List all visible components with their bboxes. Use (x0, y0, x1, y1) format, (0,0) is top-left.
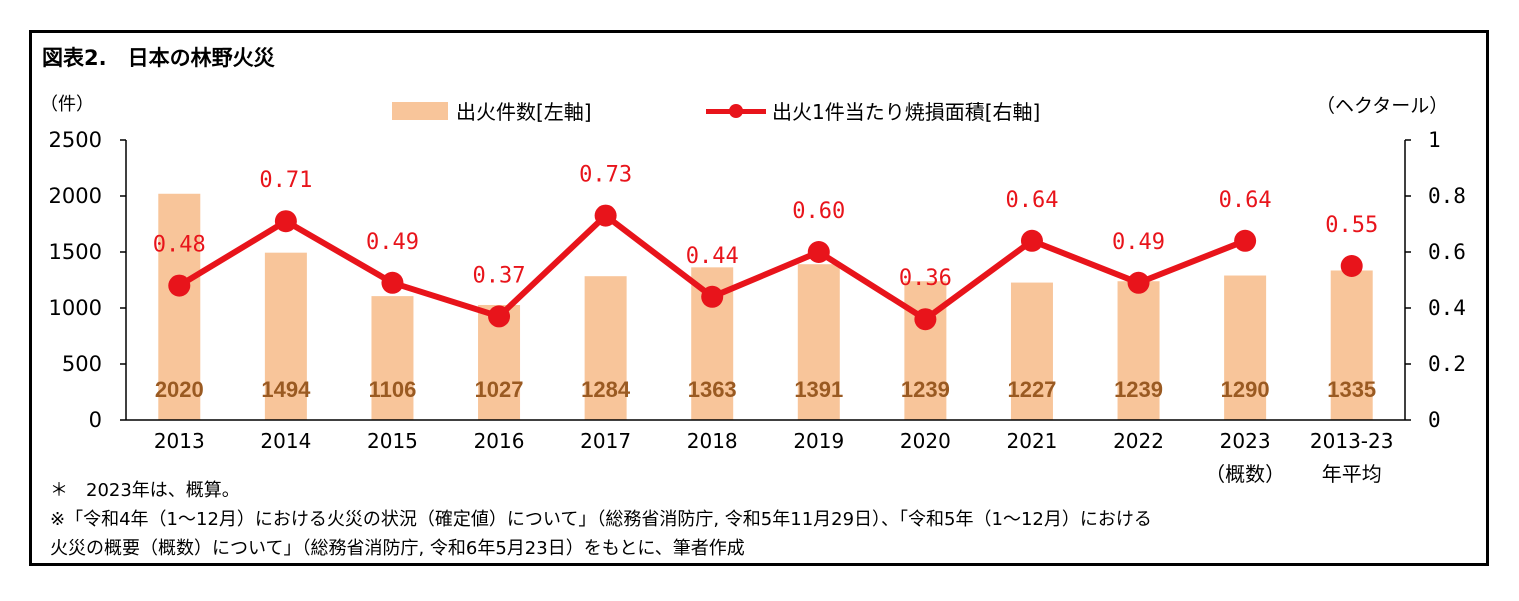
bar-value-label: 1239 (1114, 377, 1163, 402)
line-point (1234, 229, 1257, 252)
line-point (594, 204, 617, 227)
bar (264, 252, 307, 420)
x-tick-label: 2019 (793, 429, 844, 453)
bar-value-label: 1363 (688, 377, 737, 402)
bar (1010, 282, 1053, 420)
left-tick-label: 0 (89, 408, 102, 432)
legend-line-swatch (706, 101, 766, 121)
chart-frame (29, 30, 1489, 566)
line-value-label: 0.64 (1219, 188, 1272, 213)
bar-value-label: 1290 (1221, 377, 1270, 402)
right-axis-unit: （ヘクタール） (1316, 95, 1449, 117)
legend-bar-swatch (392, 101, 448, 120)
line-point (1127, 271, 1150, 294)
line-value-label: 0.48 (153, 233, 206, 258)
line-point (701, 285, 724, 308)
line-value-label: 0.44 (686, 244, 739, 269)
bar (904, 281, 947, 420)
bar (797, 264, 840, 420)
legend-line-label: 出火1件当たり焼損面積[右軸] (772, 100, 1041, 124)
line-point (274, 210, 297, 233)
bar-value-label: 1284 (581, 377, 631, 402)
legend-item-bar: 出火件数[左軸] (392, 96, 592, 125)
line-value-label: 0.37 (473, 263, 526, 288)
note-line: 火災の概要（概数）について」（総務省消防庁, 令和6年5月23日）をもとに、筆者… (50, 538, 745, 559)
bar (1330, 270, 1373, 420)
bar-value-label: 2020 (155, 377, 204, 402)
x-tick-label: （概数） (1205, 462, 1285, 486)
bar (371, 296, 414, 420)
line-value-label: 0.49 (366, 230, 419, 255)
line-value-label: 0.36 (899, 266, 952, 291)
legend-item-line: 出火1件当たり焼損面積[右軸] (706, 96, 1040, 125)
line-point (807, 241, 830, 263)
note-line: ＊ 2023年は、概算。 (50, 480, 240, 501)
bar-value-label: 1227 (1007, 377, 1056, 402)
line-point (168, 274, 191, 297)
x-tick-label: 2014 (260, 429, 311, 453)
left-tick-label: 500 (62, 352, 102, 376)
x-tick-label: 2023 (1220, 429, 1271, 453)
line-point (381, 271, 404, 294)
left-tick-label: 2000 (49, 184, 102, 208)
right-tick-label: 0.8 (1428, 184, 1466, 208)
right-tick-label: 0.2 (1428, 352, 1466, 376)
left-tick-label: 1000 (49, 296, 102, 320)
line-point (488, 305, 511, 328)
legend-bar-label: 出火件数[左軸] (456, 100, 592, 124)
bar-value-label: 1239 (901, 377, 950, 402)
bar (1117, 281, 1160, 420)
x-tick-label: 2013 (154, 429, 205, 453)
x-tick-label: 2013-23 (1310, 429, 1394, 453)
bar (584, 276, 627, 420)
x-tick-label: 2015 (367, 429, 418, 453)
right-tick-label: 0 (1428, 408, 1441, 432)
bar-value-label: 1391 (794, 377, 843, 402)
right-tick-label: 0.6 (1428, 240, 1466, 264)
line-point (1340, 255, 1363, 277)
line-value-label: 0.71 (259, 168, 312, 193)
line-value-label: 0.55 (1325, 213, 1378, 238)
bar (158, 193, 201, 420)
line-point (914, 308, 937, 331)
bar-value-label: 1106 (369, 377, 417, 402)
left-tick-label: 1500 (49, 240, 102, 264)
x-tick-label: 年平均 (1322, 462, 1382, 486)
x-tick-label: 2022 (1113, 429, 1164, 453)
x-tick-label: 2017 (580, 429, 631, 453)
right-tick-label: 1 (1428, 128, 1441, 152)
bar-value-label: 1335 (1327, 377, 1376, 402)
bar-value-label: 1027 (475, 377, 524, 402)
line-value-label: 0.73 (579, 163, 632, 188)
line-point (1020, 229, 1043, 252)
x-tick-label: 2021 (1007, 429, 1058, 453)
bar (1224, 275, 1267, 420)
note-line: ※「令和4年（1～12月）における火災の状況（確定値）について」（総務省消防庁,… (50, 509, 1152, 530)
left-axis-unit: （件） (40, 94, 94, 115)
chart-title: 図表2. 日本の林野火災 (42, 46, 275, 70)
right-tick-label: 0.4 (1428, 296, 1466, 320)
line-value-label: 0.49 (1112, 230, 1165, 255)
line-value-label: 0.60 (792, 199, 845, 224)
x-tick-label: 2018 (687, 429, 738, 453)
line-value-label: 0.64 (1005, 188, 1058, 213)
x-tick-label: 2020 (900, 429, 951, 453)
bar-value-label: 1494 (261, 377, 311, 402)
notes: ＊ 2023年は、概算。 ※「令和4年（1～12月）における火災の状況（確定値）… (50, 476, 1152, 563)
left-tick-label: 2500 (49, 128, 102, 152)
x-tick-label: 2016 (474, 429, 525, 453)
